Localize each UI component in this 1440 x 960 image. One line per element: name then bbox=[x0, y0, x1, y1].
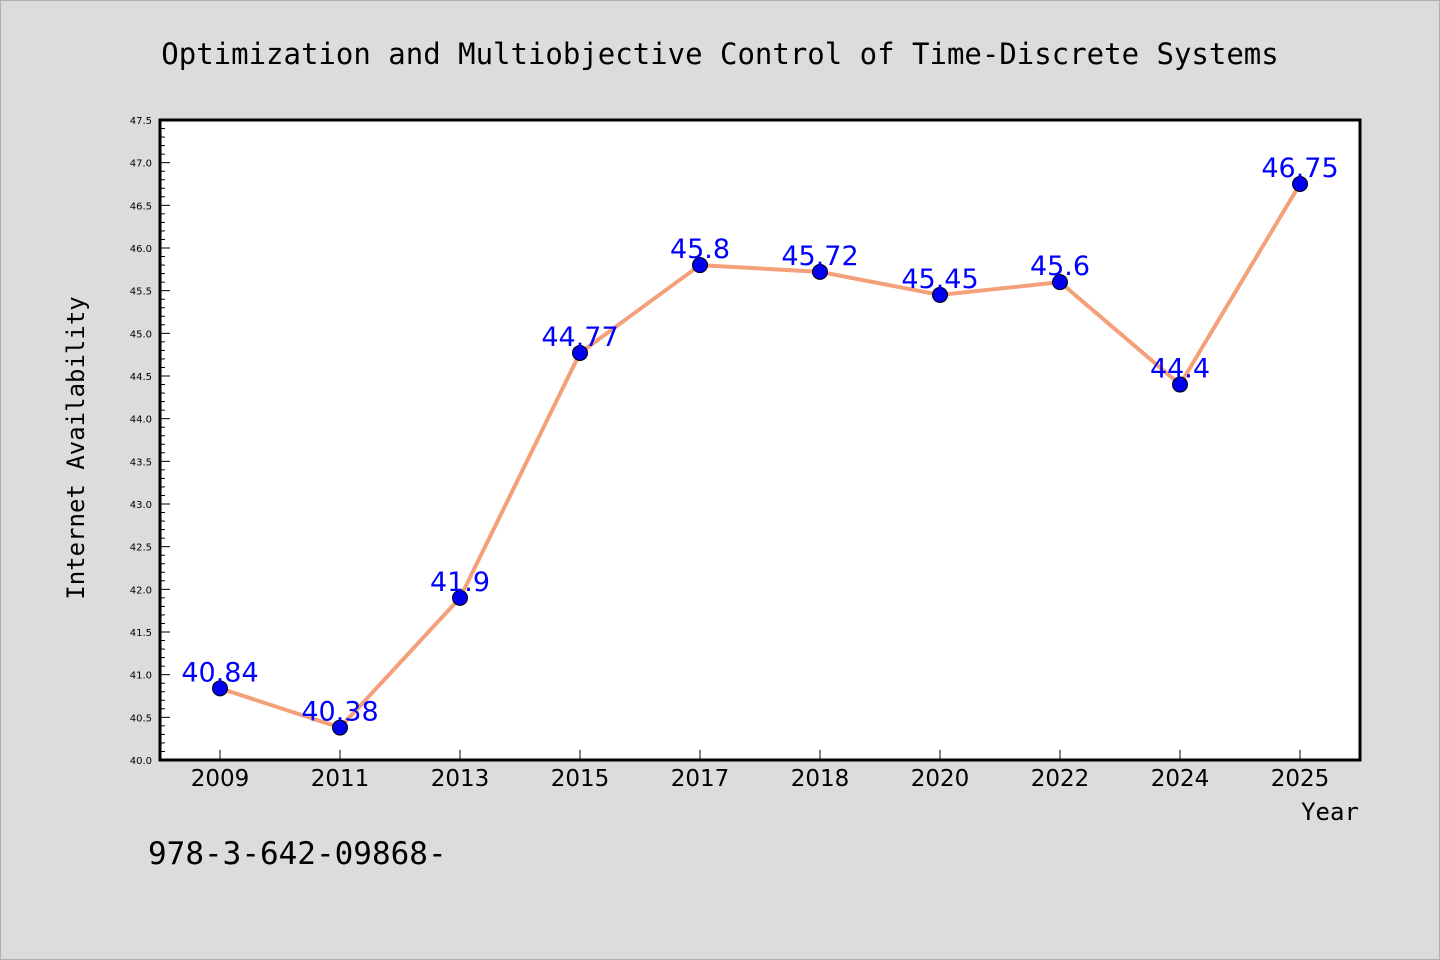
data-label: 44.4 bbox=[1150, 354, 1210, 385]
data-point bbox=[212, 680, 228, 697]
x-tick-label: 2013 bbox=[431, 766, 490, 792]
y-tick-label: 41.5 bbox=[130, 628, 152, 639]
y-tick-label: 46.0 bbox=[130, 244, 152, 255]
data-label: 40.84 bbox=[181, 657, 258, 688]
data-label: 45.45 bbox=[901, 264, 978, 295]
data-point bbox=[1292, 176, 1308, 192]
y-axis-label: Internet Availability bbox=[62, 296, 90, 599]
data-point bbox=[1052, 274, 1068, 291]
x-tick-label: 2017 bbox=[671, 766, 730, 792]
data-point bbox=[812, 263, 828, 280]
x-tick-label: 2025 bbox=[1271, 766, 1330, 792]
chart-title: Optimization and Multiobjective Control … bbox=[161, 37, 1278, 71]
x-tick-label: 2024 bbox=[1151, 766, 1210, 792]
x-tick-label: 2015 bbox=[551, 766, 610, 792]
y-tick-label: 41.0 bbox=[130, 671, 152, 682]
y-tick-label: 44.5 bbox=[130, 372, 152, 383]
data-label: 46.75 bbox=[1261, 153, 1338, 184]
y-tick-label: 45.5 bbox=[130, 287, 152, 298]
data-label: 45.6 bbox=[1030, 251, 1090, 282]
data-point bbox=[1172, 376, 1188, 393]
data-point bbox=[452, 589, 468, 606]
series-line bbox=[218, 182, 1302, 730]
y-tick-label: 42.0 bbox=[130, 585, 152, 596]
y-tick-label: 43.0 bbox=[130, 500, 152, 511]
x-tick-label: 2022 bbox=[1031, 766, 1090, 792]
y-axis: 40.0 40.5 41.0 41.5 42.0 42.5 43.0 43.5 44.0 44.5… bbox=[130, 116, 170, 767]
y-tick-label: 45.0 bbox=[130, 329, 152, 340]
y-tick-label: 47.5 bbox=[130, 116, 152, 127]
data-label: 45.8 bbox=[670, 234, 730, 265]
y-tick-label: 46.5 bbox=[130, 201, 152, 212]
data-labels: 40.84 40.38 41.9 44.77 45.8 45.72 45.45 45.6 44.… bbox=[181, 153, 1338, 728]
y-tick-label: 40.5 bbox=[130, 713, 152, 724]
data-label: 41.9 bbox=[430, 567, 490, 598]
data-point bbox=[932, 286, 948, 303]
x-tick-label: 2009 bbox=[191, 766, 250, 792]
x-axis: 2009 2011 2013 2015 2017 2018 2020 2022 2024 2025 bbox=[191, 750, 1330, 792]
y-tick-label: 47.0 bbox=[130, 159, 152, 170]
x-tick-label: 2011 bbox=[311, 766, 370, 792]
plot-border bbox=[158, 118, 1362, 762]
data-point bbox=[692, 257, 708, 274]
y-tick-label: 42.5 bbox=[130, 543, 152, 554]
data-label: 44.77 bbox=[541, 322, 618, 353]
data-label: 45.72 bbox=[781, 241, 858, 272]
data-point bbox=[572, 344, 588, 361]
x-tick-label: 2020 bbox=[911, 766, 970, 792]
y-tick-label: 44.0 bbox=[130, 415, 152, 426]
footnote: 978-3-642-09868- bbox=[148, 836, 447, 872]
x-axis-label: Year bbox=[1301, 798, 1359, 826]
plot-area bbox=[160, 120, 1360, 760]
data-label: 40.38 bbox=[301, 697, 378, 728]
data-markers bbox=[212, 176, 1308, 736]
y-tick-label: 40.0 bbox=[130, 756, 152, 767]
x-tick-label: 2018 bbox=[791, 766, 850, 792]
data-point bbox=[332, 719, 348, 736]
y-tick-label: 43.5 bbox=[130, 457, 152, 468]
